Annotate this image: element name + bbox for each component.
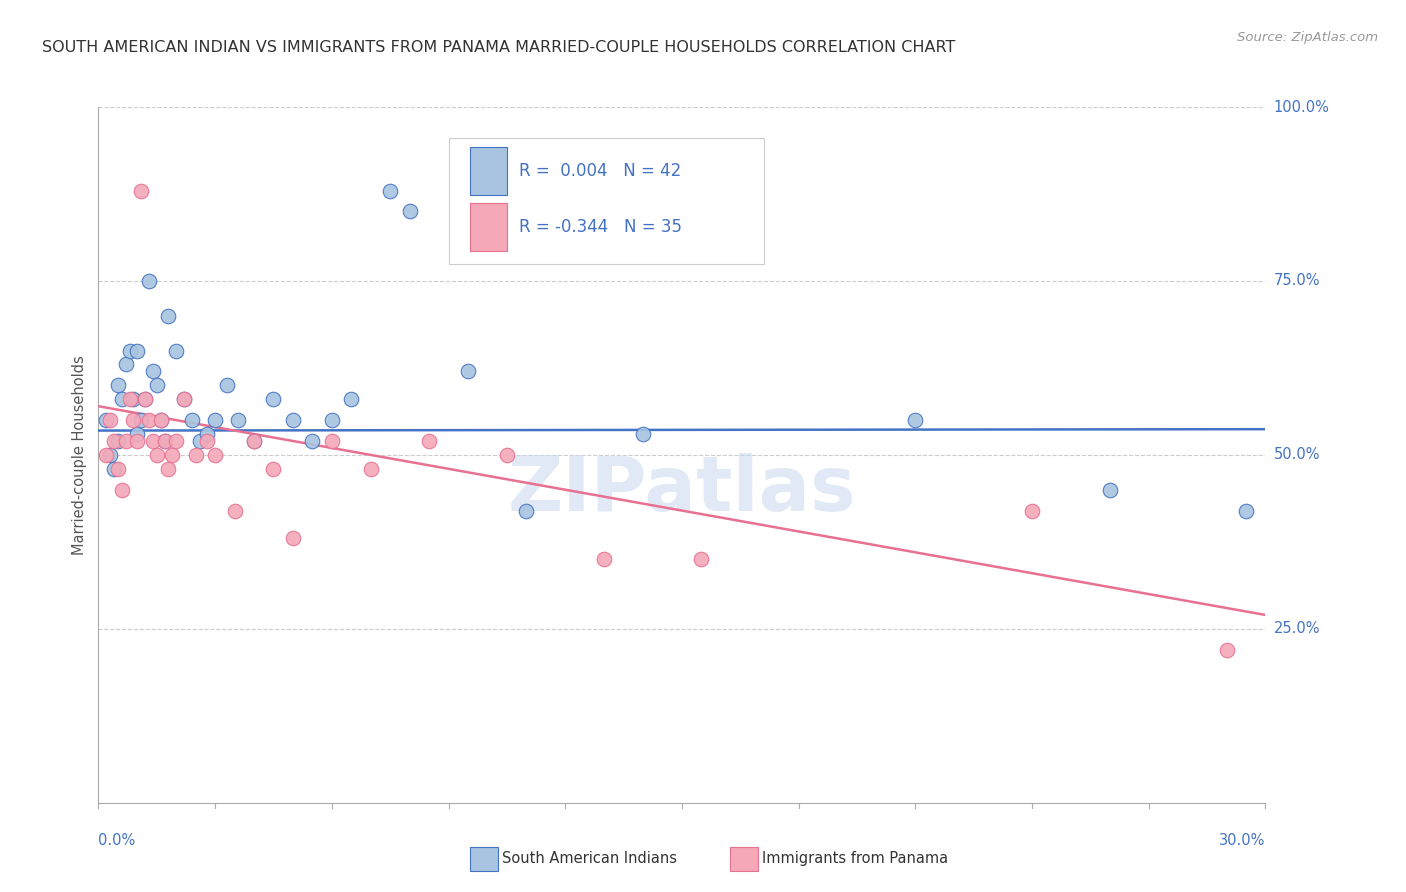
Text: SOUTH AMERICAN INDIAN VS IMMIGRANTS FROM PANAMA MARRIED-COUPLE HOUSEHOLDS CORREL: SOUTH AMERICAN INDIAN VS IMMIGRANTS FROM… [42, 40, 956, 55]
Point [134, 392, 156, 407]
FancyBboxPatch shape [470, 203, 508, 251]
Text: R =  0.004   N = 42: R = 0.004 N = 42 [519, 162, 681, 180]
Point [173, 392, 195, 407]
Point [360, 462, 382, 476]
Point [195, 434, 218, 448]
Point [103, 434, 125, 448]
Point [107, 434, 129, 448]
Point [281, 532, 304, 546]
Point [301, 434, 323, 448]
Text: 25.0%: 25.0% [1274, 622, 1320, 636]
Text: 50.0%: 50.0% [1274, 448, 1320, 462]
Point [228, 413, 250, 427]
Point [243, 434, 266, 448]
Text: South American Indians: South American Indians [502, 852, 676, 866]
Point [204, 413, 226, 427]
Point [184, 448, 207, 462]
Point [138, 413, 160, 427]
Point [262, 462, 284, 476]
Point [111, 483, 134, 497]
Text: 100.0%: 100.0% [1274, 100, 1330, 114]
Point [122, 392, 145, 407]
Point [215, 378, 238, 392]
Point [118, 343, 141, 358]
Point [127, 343, 149, 358]
Point [496, 448, 519, 462]
Point [1098, 483, 1121, 497]
Point [118, 392, 141, 407]
Point [690, 552, 713, 566]
Point [107, 462, 129, 476]
Point [134, 392, 156, 407]
Y-axis label: Married-couple Households: Married-couple Households [72, 355, 87, 555]
Text: Source: ZipAtlas.com: Source: ZipAtlas.com [1237, 31, 1378, 45]
Point [262, 392, 284, 407]
Point [103, 462, 125, 476]
Text: 75.0%: 75.0% [1274, 274, 1320, 288]
Point [153, 434, 176, 448]
Point [515, 503, 537, 517]
Point [129, 413, 152, 427]
Point [165, 434, 187, 448]
Point [111, 392, 134, 407]
Point [153, 434, 176, 448]
Point [157, 309, 180, 323]
Point [146, 378, 169, 392]
FancyBboxPatch shape [449, 138, 763, 264]
Point [710, 169, 733, 184]
Point [122, 413, 145, 427]
Point [107, 378, 129, 392]
Point [96, 448, 118, 462]
Text: 0.0%: 0.0% [98, 833, 135, 848]
Point [380, 184, 402, 198]
Point [114, 434, 136, 448]
Text: ZIPatlas: ZIPatlas [508, 453, 856, 526]
Point [114, 358, 136, 372]
Point [631, 427, 654, 442]
Point [904, 413, 927, 427]
Point [146, 448, 169, 462]
Point [398, 204, 420, 219]
Point [418, 434, 440, 448]
Point [1215, 642, 1237, 657]
Point [224, 503, 246, 517]
Point [321, 434, 343, 448]
Point [129, 184, 152, 198]
Point [149, 413, 172, 427]
Point [1021, 503, 1043, 517]
Point [321, 413, 343, 427]
Point [149, 413, 172, 427]
Point [204, 448, 226, 462]
Point [1234, 503, 1257, 517]
Point [340, 392, 363, 407]
Point [457, 364, 479, 378]
Point [173, 392, 195, 407]
Point [180, 413, 202, 427]
Point [142, 364, 165, 378]
Text: Immigrants from Panama: Immigrants from Panama [762, 852, 948, 866]
Text: R = -0.344   N = 35: R = -0.344 N = 35 [519, 218, 682, 235]
Point [165, 343, 187, 358]
Text: 30.0%: 30.0% [1219, 833, 1265, 848]
Point [138, 274, 160, 288]
Point [593, 552, 616, 566]
Point [195, 427, 218, 442]
Point [162, 448, 184, 462]
Point [243, 434, 266, 448]
Point [127, 434, 149, 448]
FancyBboxPatch shape [470, 147, 508, 195]
Point [188, 434, 211, 448]
Point [98, 413, 121, 427]
Point [157, 462, 180, 476]
Point [98, 448, 121, 462]
Point [142, 434, 165, 448]
Point [96, 413, 118, 427]
Point [281, 413, 304, 427]
Point [127, 427, 149, 442]
